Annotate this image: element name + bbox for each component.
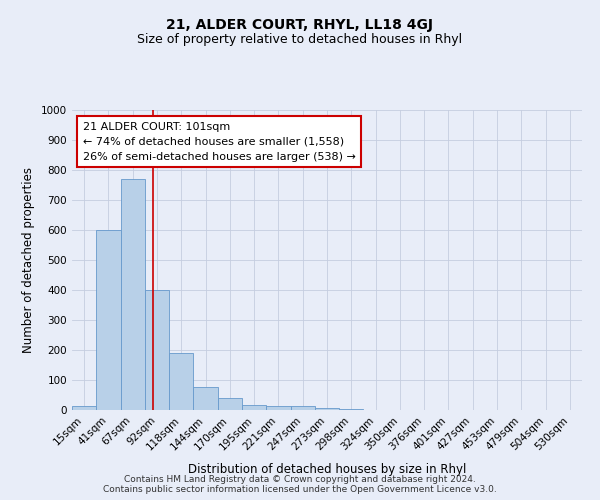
Bar bbox=[315, 408, 339, 410]
Text: 21 ALDER COURT: 101sqm
← 74% of detached houses are smaller (1,558)
26% of semi-: 21 ALDER COURT: 101sqm ← 74% of detached… bbox=[83, 122, 356, 162]
Bar bbox=[145, 290, 169, 410]
Bar bbox=[266, 406, 290, 410]
Y-axis label: Number of detached properties: Number of detached properties bbox=[22, 167, 35, 353]
Text: 21, ALDER COURT, RHYL, LL18 4GJ: 21, ALDER COURT, RHYL, LL18 4GJ bbox=[167, 18, 433, 32]
Text: Contains HM Land Registry data © Crown copyright and database right 2024.
Contai: Contains HM Land Registry data © Crown c… bbox=[103, 474, 497, 494]
Bar bbox=[218, 398, 242, 410]
Bar bbox=[169, 353, 193, 410]
Text: Size of property relative to detached houses in Rhyl: Size of property relative to detached ho… bbox=[137, 32, 463, 46]
Bar bbox=[72, 406, 96, 410]
Bar bbox=[290, 406, 315, 410]
Bar bbox=[193, 387, 218, 410]
Bar bbox=[121, 179, 145, 410]
Bar bbox=[242, 404, 266, 410]
Bar bbox=[339, 408, 364, 410]
Bar bbox=[96, 230, 121, 410]
X-axis label: Distribution of detached houses by size in Rhyl: Distribution of detached houses by size … bbox=[188, 463, 466, 476]
